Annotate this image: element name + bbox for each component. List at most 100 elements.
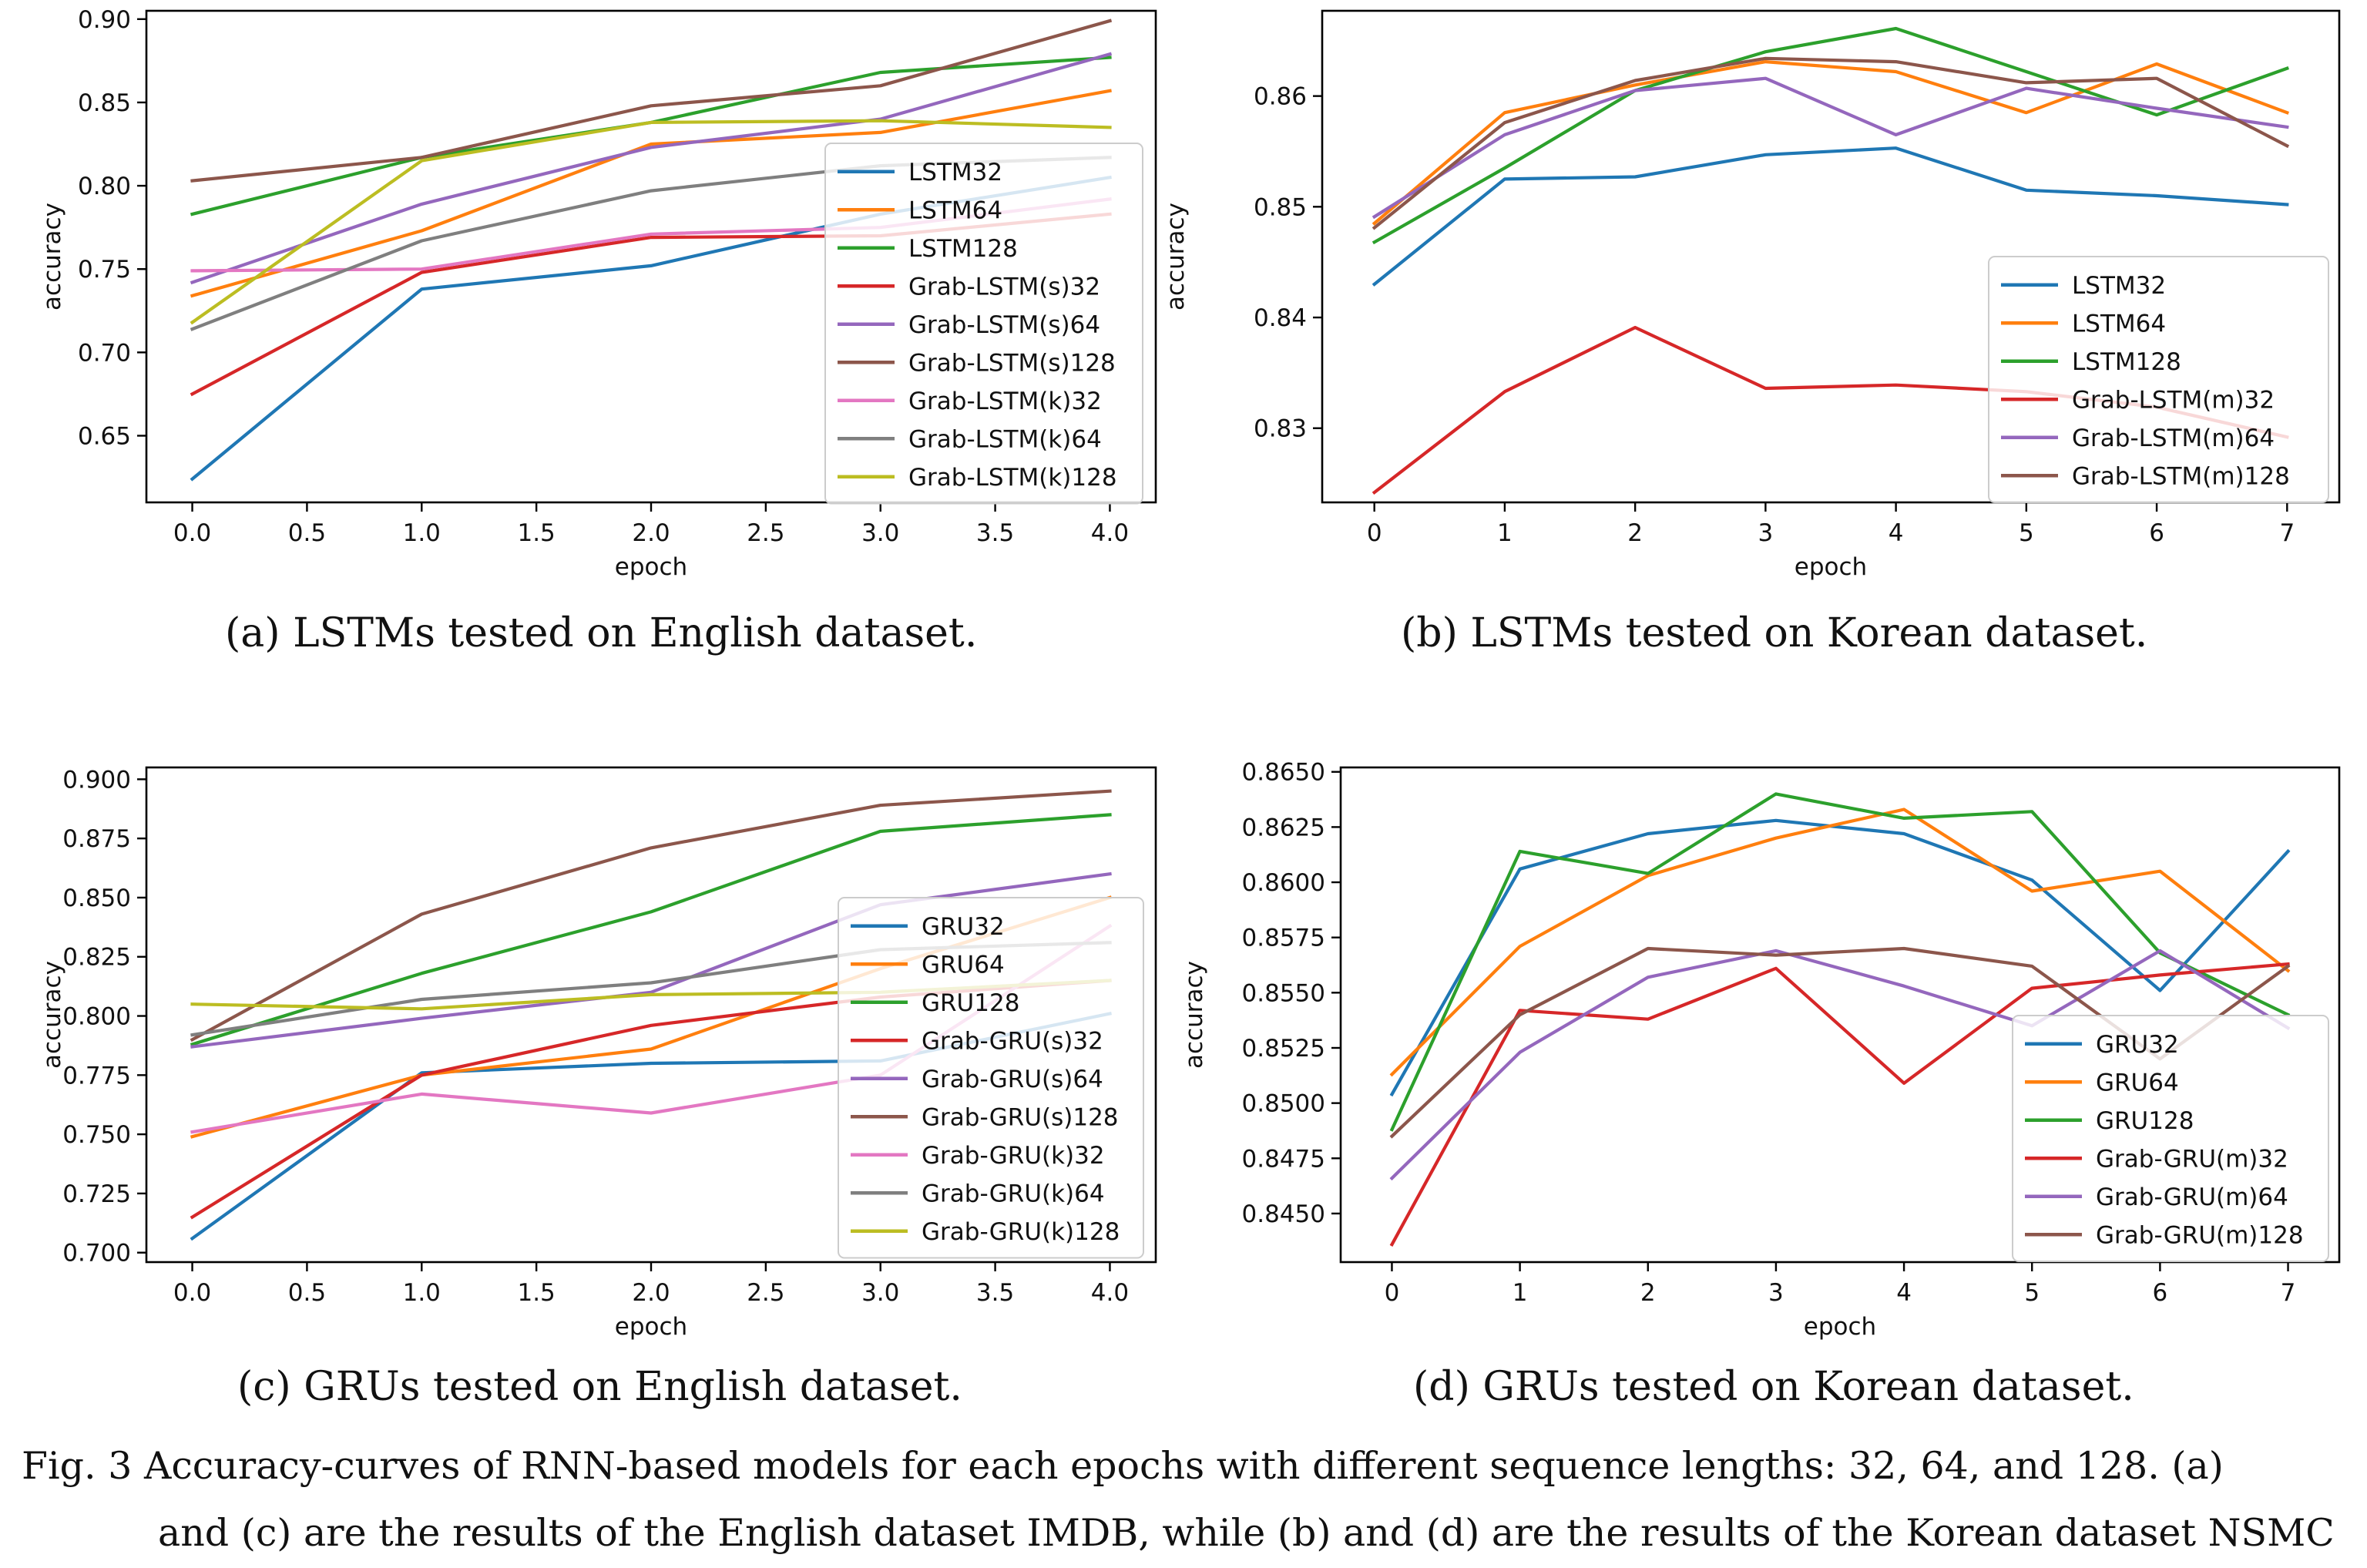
legend: LSTM32 LSTM64 LSTM128 Grab-LSTM(s)32 Grab-LS… bbox=[824, 143, 1143, 505]
y-tick-label: 0.900 bbox=[62, 766, 131, 794]
y-tick-label: 0.8475 bbox=[1242, 1145, 1325, 1173]
axes-frame bbox=[1339, 766, 2341, 1264]
legend-entry: LSTM64 bbox=[2072, 310, 2166, 337]
x-tick-label: 7 bbox=[2281, 1279, 2296, 1307]
legend-entry: GRU32 bbox=[2096, 1031, 2179, 1059]
x-tick-label: 0 bbox=[1385, 1279, 1400, 1307]
x-tick-label: 3.5 bbox=[976, 519, 1014, 547]
legend-entry: LSTM32 bbox=[2072, 272, 2166, 300]
y-tick-label: 0.775 bbox=[62, 1062, 131, 1090]
y-tick-label: 0.80 bbox=[78, 173, 131, 200]
x-tick-label: 4.0 bbox=[1091, 519, 1129, 547]
series-line-Grab-LSTM(k)128 bbox=[190, 119, 1112, 325]
y-tick-label: 0.85 bbox=[78, 89, 131, 117]
legend-entry: Grab-GRU(m)64 bbox=[2096, 1184, 2288, 1211]
x-tick-label: 2.0 bbox=[632, 1279, 670, 1307]
legend-entry: Grab-LSTM(k)64 bbox=[908, 425, 1102, 453]
legend: LSTM32 LSTM64 LSTM128 Grab-LSTM(m)32 Grab-LS… bbox=[1988, 256, 2329, 503]
figure-caption-line-2: and (c) are the results of the English d… bbox=[158, 1511, 2335, 1555]
series-line-Grab-GRU(m)32 bbox=[1389, 962, 2290, 1247]
x-tick-label: 1.5 bbox=[517, 1279, 555, 1307]
series-line-Grab-GRU(s)128 bbox=[190, 789, 1112, 1043]
y-tick-label: 0.90 bbox=[78, 6, 131, 34]
legend-box bbox=[1988, 256, 2329, 503]
y-tick-label: 0.8575 bbox=[1242, 925, 1325, 952]
series-line-LSTM128 bbox=[1372, 26, 2289, 245]
x-tick-label: 0.0 bbox=[173, 519, 211, 547]
y-tick-label: 0.8650 bbox=[1242, 759, 1325, 787]
chart-panel-c: 0.0 0.5 1.0 1.5 2.0 2.5 3.0 3.5 4.0 0.700 0.725 0.7… bbox=[39, 766, 1157, 1341]
legend-entry: LSTM64 bbox=[908, 196, 1002, 224]
subcaption-b: (b) LSTMs tested on Korean dataset. bbox=[1401, 610, 2148, 656]
legend-entry: Grab-GRU(k)32 bbox=[922, 1142, 1105, 1170]
subcaption-d: (d) GRUs tested on Korean dataset. bbox=[1413, 1364, 2134, 1410]
x-tick-label: 3.5 bbox=[976, 1279, 1014, 1307]
legend-entry: Grab-LSTM(m)128 bbox=[2072, 462, 2290, 490]
series-line-LSTM64 bbox=[1372, 59, 2290, 226]
y-tick-label: 0.8550 bbox=[1242, 979, 1325, 1007]
legend-entry: Grab-GRU(m)128 bbox=[2096, 1221, 2304, 1249]
y-tick-label: 0.700 bbox=[62, 1240, 131, 1267]
x-tick-label: 3 bbox=[1758, 519, 1774, 547]
x-tick-label: 4 bbox=[1889, 519, 1904, 547]
x-axis-label: epoch bbox=[1795, 553, 1867, 581]
legend-entry: Grab-LSTM(k)32 bbox=[908, 388, 1102, 415]
y-tick-label: 0.84 bbox=[1254, 304, 1307, 332]
x-tick-label: 2.5 bbox=[747, 519, 784, 547]
chart-panel-a: 0.0 0.5 1.0 1.5 2.0 2.5 3.0 3.5 4.0 0.65 0.70 0.75 0… bbox=[39, 6, 1157, 581]
series-line-Grab-LSTM(m)128 bbox=[1372, 56, 2290, 230]
x-tick-label: 2 bbox=[1640, 1279, 1656, 1307]
legend-entry: Grab-GRU(k)64 bbox=[922, 1180, 1105, 1207]
series-line-LSTM64 bbox=[190, 89, 1112, 298]
series-line-GRU128 bbox=[1389, 792, 2291, 1132]
legend-entry: Grab-GRU(s)32 bbox=[922, 1027, 1103, 1055]
x-tick-label: 2.5 bbox=[747, 1279, 784, 1307]
x-axis-label: epoch bbox=[615, 553, 687, 581]
legend-entry: Grab-LSTM(m)64 bbox=[2072, 425, 2275, 452]
series-line-GRU64 bbox=[1389, 808, 2291, 1077]
legend-entry: GRU32 bbox=[922, 913, 1005, 941]
y-tick-label: 0.8600 bbox=[1242, 869, 1325, 897]
y-tick-label: 0.86 bbox=[1254, 83, 1307, 111]
series-line-GRU128 bbox=[190, 813, 1112, 1047]
x-tick-label: 2 bbox=[1627, 519, 1643, 547]
legend: GRU32 GRU64 GRU128 Grab-GRU(m)32 Grab-GRU(m)… bbox=[2012, 1015, 2329, 1262]
legend-box bbox=[838, 897, 1144, 1259]
legend-entry: LSTM32 bbox=[908, 159, 1002, 186]
legend-entry: LSTM128 bbox=[908, 235, 1018, 263]
legend-entry: Grab-LSTM(s)32 bbox=[908, 273, 1100, 301]
series-line-Grab-LSTM(m)64 bbox=[1372, 76, 2289, 220]
x-axis-label: epoch bbox=[615, 1313, 687, 1341]
x-tick-label: 5 bbox=[2019, 519, 2034, 547]
x-tick-label: 1.0 bbox=[403, 519, 441, 547]
x-tick-label: 0.0 bbox=[173, 1279, 211, 1307]
y-tick-label: 0.800 bbox=[62, 1003, 131, 1031]
legend-entry: Grab-GRU(k)128 bbox=[922, 1218, 1120, 1246]
x-tick-label: 3.0 bbox=[861, 519, 899, 547]
legend-entry: GRU64 bbox=[922, 951, 1005, 979]
x-tick-label: 3.0 bbox=[861, 1279, 899, 1307]
x-tick-label: 6 bbox=[2149, 519, 2164, 547]
y-tick-label: 0.75 bbox=[78, 256, 131, 284]
legend-entry: GRU64 bbox=[2096, 1069, 2179, 1096]
x-tick-label: 1.0 bbox=[403, 1279, 441, 1307]
y-tick-label: 0.70 bbox=[78, 339, 131, 367]
series-line-Grab-GRU(s)64 bbox=[190, 871, 1112, 1049]
y-tick-label: 0.83 bbox=[1254, 415, 1307, 443]
series-line-Grab-GRU(m)64 bbox=[1389, 949, 2291, 1181]
y-axis-label: accuracy bbox=[1180, 961, 1208, 1069]
x-tick-label: 4 bbox=[1896, 1279, 1912, 1307]
x-tick-label: 0 bbox=[1367, 519, 1382, 547]
legend-entry: Grab-LSTM(k)128 bbox=[908, 464, 1117, 492]
chart-panel-b: 0 1 2 3 4 5 6 7 0.83 0.84 0.85 0.86 epoch accuracy LST… bbox=[1162, 9, 2341, 581]
legend-entry: Grab-GRU(s)128 bbox=[922, 1103, 1119, 1131]
y-tick-label: 0.8450 bbox=[1242, 1200, 1325, 1228]
legend-entry: GRU128 bbox=[922, 989, 1019, 1017]
x-tick-label: 4.0 bbox=[1091, 1279, 1129, 1307]
x-tick-label: 2.0 bbox=[632, 519, 670, 547]
y-tick-label: 0.875 bbox=[62, 825, 131, 853]
y-tick-label: 0.8625 bbox=[1242, 814, 1325, 841]
legend-entry: Grab-LSTM(s)128 bbox=[908, 349, 1116, 377]
y-tick-label: 0.8500 bbox=[1242, 1090, 1325, 1118]
y-tick-label: 0.65 bbox=[78, 422, 131, 450]
